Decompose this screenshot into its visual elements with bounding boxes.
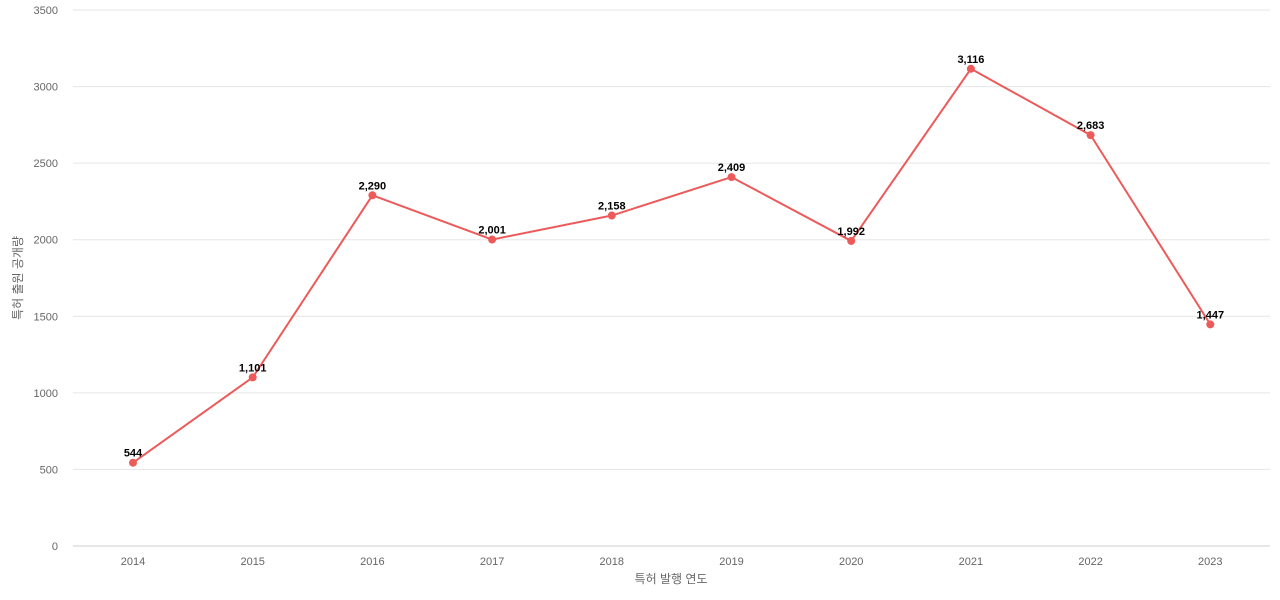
- x-tick-label-2018: 2018: [600, 556, 624, 568]
- data-label-2015: 1,101: [239, 362, 267, 374]
- x-tick-label-2019: 2019: [719, 556, 743, 568]
- y-axis-ticks: 0 500 1000 1500 2000 2500 3000 3500: [34, 5, 58, 553]
- y-tick-label-1500: 1500: [34, 311, 58, 323]
- data-label-2017: 2,001: [478, 225, 506, 237]
- x-tick-label-2014: 2014: [121, 556, 145, 568]
- x-axis-ticks: 2014 2015 2016 2017 2018 2019 2020 2021 2022 2023: [121, 556, 1223, 568]
- y-tick-label-500: 500: [40, 464, 58, 476]
- series-group: [129, 64, 1215, 467]
- data-label-2018: 2,158: [598, 201, 626, 213]
- data-label-2021: 3,116: [957, 54, 984, 66]
- y-tick-label-2000: 2000: [34, 235, 58, 247]
- x-tick-label-2020: 2020: [839, 556, 863, 568]
- data-point-2018[interactable]: [607, 211, 616, 220]
- data-label-2019: 2,409: [718, 162, 746, 174]
- data-point-2016[interactable]: [368, 191, 377, 200]
- data-label-2016: 2,290: [359, 180, 387, 192]
- data-point-2023[interactable]: [1206, 320, 1215, 329]
- x-tick-label-2023: 2023: [1198, 556, 1222, 568]
- y-tick-label-2500: 2500: [34, 158, 58, 170]
- y-tick-label-1000: 1000: [34, 388, 58, 400]
- x-tick-label-2017: 2017: [480, 556, 504, 568]
- y-tick-label-3500: 3500: [34, 5, 58, 17]
- x-axis-title: 특허 발행 연도: [635, 571, 708, 586]
- x-tick-label-2021: 2021: [959, 556, 983, 568]
- gridlines: [73, 9, 1270, 547]
- data-label-2020: 1,992: [837, 226, 865, 238]
- data-label-2023: 1,447: [1197, 309, 1225, 321]
- data-labels: 544 1,101 2,290 2,001 2,158 2,409 1,992 3,116 2,…: [124, 54, 1224, 460]
- data-point-2020[interactable]: [847, 236, 856, 245]
- x-tick-label-2016: 2016: [360, 556, 384, 568]
- data-point-2017[interactable]: [488, 235, 497, 244]
- data-point-2021[interactable]: [966, 64, 975, 73]
- data-point-2019[interactable]: [727, 173, 736, 182]
- data-label-2014: 544: [124, 448, 143, 460]
- data-point-2014[interactable]: [129, 458, 137, 467]
- y-tick-label-3000: 3000: [34, 82, 58, 94]
- y-tick-label-0: 0: [52, 541, 58, 553]
- x-tick-label-2015: 2015: [240, 556, 264, 568]
- data-point-2022[interactable]: [1086, 131, 1095, 140]
- data-point-2015[interactable]: [248, 373, 257, 382]
- data-label-2022: 2,683: [1077, 120, 1105, 132]
- x-tick-label-2022: 2022: [1078, 556, 1102, 568]
- series-line: [132, 67, 1212, 464]
- y-axis-title: 특허 출원 공개량: [11, 236, 25, 320]
